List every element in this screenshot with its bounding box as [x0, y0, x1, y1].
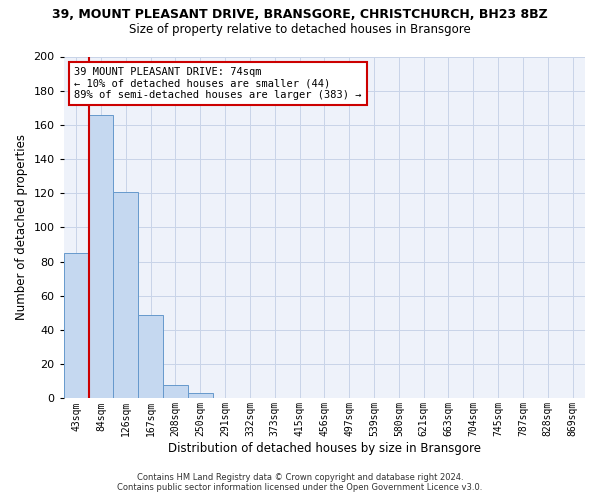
Bar	[163, 384, 188, 398]
Bar	[64, 253, 89, 398]
Text: Size of property relative to detached houses in Bransgore: Size of property relative to detached ho…	[129, 22, 471, 36]
Text: Contains HM Land Registry data © Crown copyright and database right 2024.
Contai: Contains HM Land Registry data © Crown c…	[118, 473, 482, 492]
Bar	[188, 394, 212, 398]
Bar	[138, 314, 163, 398]
X-axis label: Distribution of detached houses by size in Bransgore: Distribution of detached houses by size …	[168, 442, 481, 455]
Text: 39, MOUNT PLEASANT DRIVE, BRANSGORE, CHRISTCHURCH, BH23 8BZ: 39, MOUNT PLEASANT DRIVE, BRANSGORE, CHR…	[52, 8, 548, 20]
Text: 39 MOUNT PLEASANT DRIVE: 74sqm
← 10% of detached houses are smaller (44)
89% of : 39 MOUNT PLEASANT DRIVE: 74sqm ← 10% of …	[74, 67, 362, 100]
Y-axis label: Number of detached properties: Number of detached properties	[15, 134, 28, 320]
Bar	[89, 114, 113, 399]
Bar	[113, 192, 138, 398]
